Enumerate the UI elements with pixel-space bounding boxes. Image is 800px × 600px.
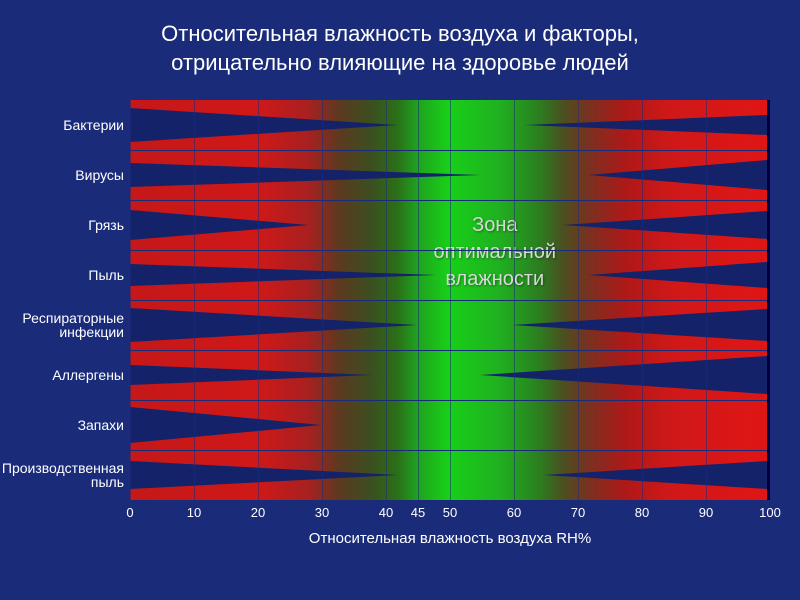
y-label: Бактерии [0,100,130,150]
zone-line1: Зона [415,212,575,239]
x-tick: 20 [251,505,265,520]
wedge-left [130,365,372,385]
chart-plot: Зона оптимальной влажности [130,100,770,500]
chart-area: БактерииВирусыГрязьПыльРеспираторные инф… [0,100,800,560]
x-axis-ticks: 010203040455060708090100 [130,505,770,525]
x-tick: 50 [443,505,457,520]
x-tick: 30 [315,505,329,520]
wedge-right [525,115,767,135]
wedge-left [130,461,398,489]
wedge-right [480,356,767,394]
wedge-right [563,211,767,239]
y-label: Грязь [0,200,130,250]
wedge-right [589,160,767,190]
y-label: Аллергены [0,350,130,400]
wedge-left [130,308,417,342]
zone-line3: влажности [415,266,575,293]
zone-line2: оптимальной [415,239,575,266]
x-tick: 45 [411,505,425,520]
wedge-left [130,210,308,240]
wedge-left [130,163,480,187]
y-label: Запахи [0,400,130,450]
wedge-right [589,262,767,288]
y-axis-labels: БактерииВирусыГрязьПыльРеспираторные инф… [0,100,130,500]
wedge-left [130,264,436,286]
x-tick: 100 [759,505,781,520]
grid-line-h [130,400,767,401]
grid-line-v [770,100,771,500]
y-label: Пыль [0,250,130,300]
grid-line-h [130,150,767,151]
y-label: Вирусы [0,150,130,200]
x-tick: 80 [635,505,649,520]
grid-line-h [130,350,767,351]
grid-line-h [130,300,767,301]
y-label: Респираторные инфекции [0,300,130,350]
grid-line-h [130,200,767,201]
grid-line-h [130,500,767,501]
x-axis-label: Относительная влажность воздуха RH% [130,530,770,547]
x-tick: 70 [571,505,585,520]
optimal-zone-label: Зона оптимальной влажности [415,212,575,293]
grid-line-h [130,250,767,251]
grid-line-h [130,450,767,451]
title-line1: Относительная влажность воздуха и фактор… [40,20,760,49]
x-tick: 0 [126,505,133,520]
wedge-left [130,407,321,443]
chart-title: Относительная влажность воздуха и фактор… [0,0,800,87]
title-line2: отрицательно влияющие на здоровье людей [40,49,760,78]
x-tick: 10 [187,505,201,520]
y-label: Производственная пыль [0,450,130,500]
wedge-left [130,108,398,142]
x-tick: 60 [507,505,521,520]
x-tick: 90 [699,505,713,520]
wedge-right [512,309,767,341]
x-tick: 40 [379,505,393,520]
